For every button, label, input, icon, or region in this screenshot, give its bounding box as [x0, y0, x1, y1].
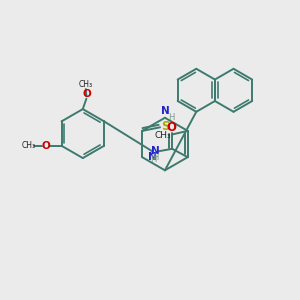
Text: O: O: [41, 141, 50, 151]
Text: H: H: [150, 155, 157, 164]
Text: O: O: [167, 121, 177, 134]
Text: CH₃: CH₃: [22, 141, 36, 150]
Text: S: S: [161, 120, 170, 133]
Text: O: O: [82, 88, 91, 99]
Text: N: N: [151, 146, 160, 156]
Text: H: H: [152, 153, 158, 162]
Text: N: N: [160, 106, 169, 116]
Text: CH₃: CH₃: [155, 130, 172, 140]
Text: CH₃: CH₃: [79, 80, 93, 89]
Text: N: N: [148, 152, 156, 162]
Text: H: H: [168, 113, 175, 122]
